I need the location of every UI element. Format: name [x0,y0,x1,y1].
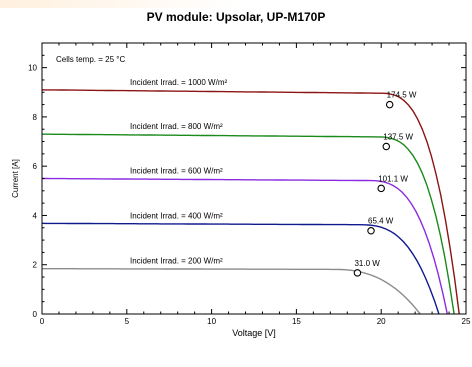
y-tick-label: 2 [33,261,38,270]
series-label-5: Incident Irrad. = 200 W/m² [130,257,223,266]
mpp-marker-5 [353,269,362,277]
mpp-marker-3 [377,184,385,193]
mpp-power-label-4: 65.4 W [368,217,394,226]
y-axis-label: Current [A] [11,159,20,198]
mpp-power-label-5: 31.0 W [354,259,380,268]
x-tick-label: 5 [125,317,130,326]
series-label-3: Incident Irrad. = 600 W/m² [130,167,223,176]
y-tick-label: 10 [28,64,37,73]
x-tick-label: 10 [207,317,216,326]
top-accent-bar [0,0,240,8]
mpp-marker-1 [385,100,394,109]
x-axis-label: Voltage [V] [232,328,276,338]
series-label-1: Incident Irrad. = 1000 W/m² [130,78,227,87]
y-tick-label: 4 [33,211,38,220]
x-tick-label: 25 [462,317,471,326]
mpp-power-label-3: 101.1 W [378,174,408,183]
mpp-power-label-2: 137.5 W [383,132,413,141]
mpp-marker-4 [367,226,375,235]
axis-layer: 0 5 10 15 20 25 0 2 4 6 8 10 [28,43,471,326]
x-tick-label: 0 [40,317,45,326]
y-tick-label: 8 [33,113,38,122]
cells-temp-note: Cells temp. = 25 °C [56,55,125,64]
mpp-power-label-1: 174.5 W [387,91,417,100]
y-tick-label: 0 [33,310,38,319]
label-layer: Incident Irrad. = 1000 W/m² 174.5 W Incide… [130,78,417,277]
x-tick-label: 20 [377,317,386,326]
y-tick-label: 6 [33,162,38,171]
mpp-marker-2 [382,142,391,151]
series-curve-2 [42,133,455,315]
x-tick-label: 15 [292,317,301,326]
series-curve-5 [42,268,421,315]
series-label-2: Incident Irrad. = 800 W/m² [130,122,223,131]
series-label-4: Incident Irrad. = 400 W/m² [130,211,223,220]
series-curve-4 [41,222,440,315]
series-curve-3 [42,177,448,315]
chart-title: PV module: Upsolar, UP-M170P [146,10,326,24]
series-layer [41,89,460,315]
series-curve-1 [41,89,460,315]
